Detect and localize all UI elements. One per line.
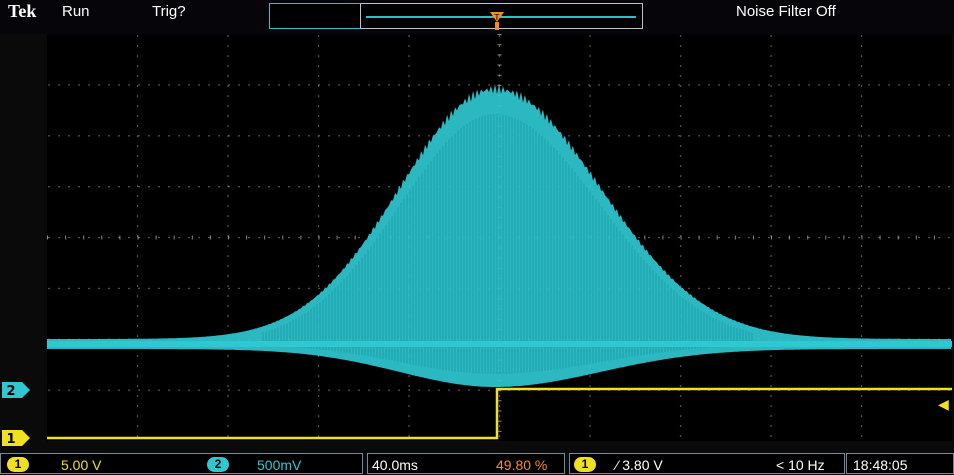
ch1-scale[interactable]: 5.00 V — [61, 457, 102, 473]
noise-filter-status: Noise Filter Off — [736, 3, 836, 20]
record-window-bracket — [360, 3, 643, 29]
svg-text:2: 2 — [6, 384, 15, 398]
ch2-scale[interactable]: 500mV — [257, 457, 302, 473]
acquisition-status: Run — [62, 3, 90, 20]
trigger-position-percent[interactable]: 49.80 % — [496, 457, 548, 473]
clock-panel: 18:48:05 — [846, 453, 954, 474]
record-trace-line — [366, 16, 636, 18]
triangle-down-icon[interactable]: T — [488, 10, 506, 32]
ch1-waveform — [47, 387, 952, 440]
brand-logo: Tek — [8, 1, 37, 21]
trigger-level[interactable]: ⁄ 3.80 V — [616, 457, 663, 473]
ch1-ground-marker-icon[interactable]: 1 — [2, 430, 30, 446]
trigger-frequency: < 10 Hz — [776, 457, 825, 473]
trigger-status: Trig? — [152, 3, 186, 20]
ch2-ground-marker-icon[interactable]: 2 — [2, 382, 30, 398]
top-status-bar: Tek Run Trig? Noise Filter Off — [0, 0, 954, 34]
waveform-display[interactable] — [47, 34, 952, 441]
arrow-left-icon[interactable]: ◀ — [938, 396, 949, 412]
ch2-badge[interactable]: 2 — [207, 457, 229, 472]
record-view-bar[interactable] — [269, 3, 643, 29]
svg-text:T: T — [494, 13, 500, 22]
trigger-panel: 1 ⁄ 3.80 V < 10 Hz — [569, 453, 845, 474]
trigger-source-badge[interactable]: 1 — [574, 457, 596, 472]
ch2-waveform — [47, 84, 952, 387]
vertical-scale-panel: 1 5.00 V 2 500mV — [0, 453, 363, 474]
time-per-division[interactable]: 40.0ms — [372, 457, 418, 473]
clock-time: 18:48:05 — [853, 457, 908, 473]
svg-text:1: 1 — [6, 432, 15, 446]
ch1-badge[interactable]: 1 — [7, 457, 29, 472]
horizontal-scale-panel: 40.0ms 49.80 % — [367, 453, 565, 474]
bottom-status-bar: 1 5.00 V 2 500mV 40.0ms 49.80 % 1 ⁄ 3.80… — [0, 452, 954, 475]
